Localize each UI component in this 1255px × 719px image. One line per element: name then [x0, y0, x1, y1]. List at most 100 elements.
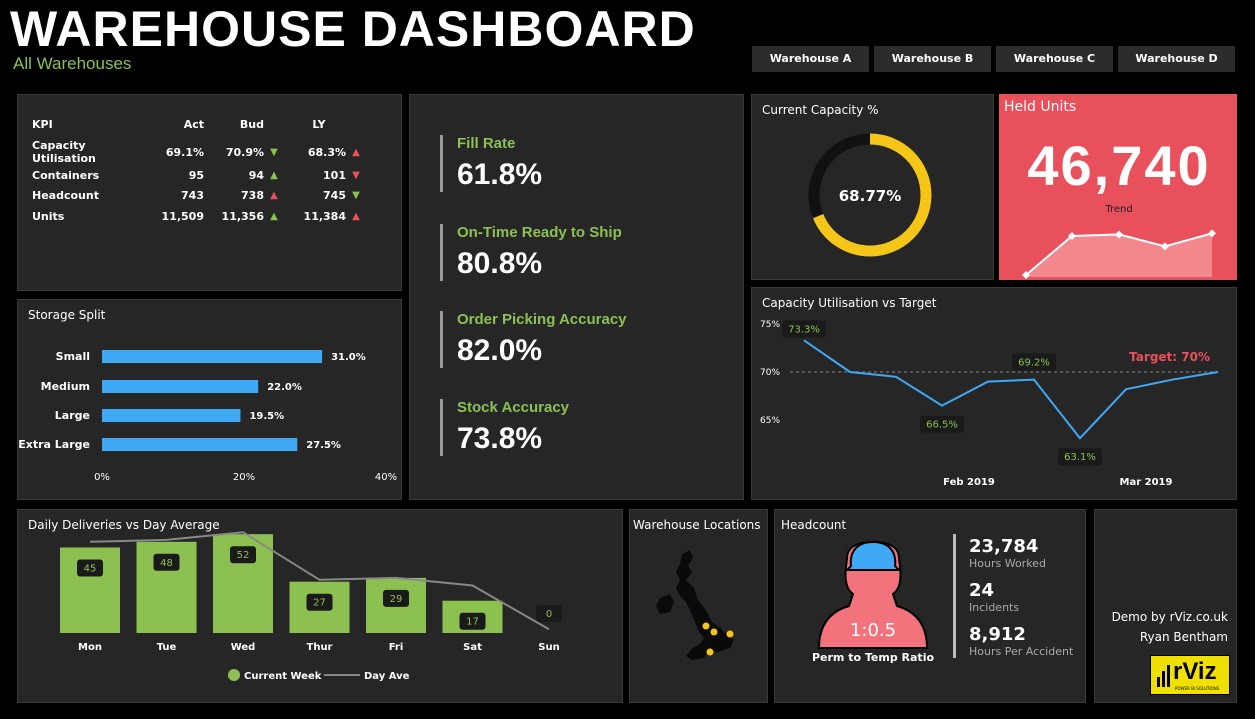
triangle-up-icon: ▲ — [352, 210, 360, 222]
location-dot[interactable] — [710, 628, 718, 636]
triangle-down-icon: ▼ — [352, 190, 360, 202]
bar-label-box — [459, 612, 486, 630]
trend-point — [1022, 271, 1030, 279]
bar-value-label: 27 — [313, 598, 326, 609]
tab-warehouse-d[interactable]: Warehouse D — [1118, 46, 1235, 72]
kpi-row: Headcount 743 738 ▲ 745 ▼ — [32, 186, 366, 207]
y-tick-label: 70% — [760, 368, 780, 378]
bar-value-label: 52 — [237, 550, 250, 561]
capacity-panel: Current Capacity % 68.77% — [751, 94, 994, 280]
kpi-ly: 745 — [323, 189, 346, 203]
page-title: WAREHOUSE DASHBOARD — [10, 1, 696, 57]
bar-value-label: 45 — [84, 564, 97, 575]
kpi-row: Units 11,509 11,356 ▲ 11,384 ▲ — [32, 206, 366, 227]
utilisation-line — [803, 339, 1219, 440]
tab-warehouse-a[interactable]: Warehouse A — [752, 46, 869, 72]
held-trend-chart — [1022, 229, 1216, 279]
kpi-ly: 11,384 — [303, 209, 346, 223]
triangle-down-icon: ▼ — [352, 169, 360, 181]
x-tick-label: Mar 2019 — [1120, 477, 1173, 488]
deliveries-panel: Daily Deliveries vs Day Average 45 Mon 48 T… — [17, 509, 623, 703]
held-units-value: 46,740 — [1027, 134, 1211, 197]
metric-value: 80.8% — [457, 247, 543, 280]
storage-panel: Storage Split Small 31.0% Medium 22.0% Large… — [17, 299, 402, 500]
data-label: 63.1% — [1064, 452, 1096, 463]
ratio-value: 1:0.5 — [850, 620, 896, 641]
storage-category-label: Large — [55, 409, 90, 422]
metric-value: 61.8% — [457, 158, 543, 191]
location-dot[interactable] — [702, 622, 710, 630]
metric-value: 73.8% — [457, 422, 543, 455]
trend-area — [1026, 233, 1212, 277]
storage-value-label: 27.5% — [306, 440, 341, 451]
bar-label-box — [383, 589, 409, 607]
kpi-act: 95 — [188, 168, 204, 182]
trend-point — [1161, 242, 1169, 251]
tab-warehouse-b[interactable]: Warehouse B — [874, 46, 991, 72]
y-tick-label: 65% — [760, 416, 780, 426]
stat-label: Incidents — [969, 601, 1020, 614]
storage-bar[interactable] — [102, 350, 323, 363]
metrics-panel: Fill Rate 61.8% On-Time Ready to Ship 80… — [409, 94, 744, 500]
trend-label: Trend — [1105, 204, 1133, 215]
utilisation-title: Capacity Utilisation vs Target — [762, 296, 937, 310]
storage-bar[interactable] — [102, 380, 259, 393]
triangle-up-icon: ▲ — [270, 190, 278, 202]
kpi-row: Capacity Utilisation 69.1% 70.9% ▼ 68.3% ▲ — [32, 139, 366, 165]
deliveries-title: Daily Deliveries vs Day Average — [28, 518, 220, 532]
bar-chart-icon — [1157, 665, 1170, 687]
kpi-act: 69.1% — [165, 145, 204, 159]
capacity-title: Current Capacity % — [762, 103, 879, 117]
kpi-bud: 94 — [248, 168, 264, 182]
metric-label: Order Picking Accuracy — [457, 311, 627, 328]
kpi-ly: 68.3% — [307, 145, 346, 159]
credit-line2: Ryan Bentham — [1139, 630, 1228, 644]
data-label-box — [782, 320, 826, 338]
x-tick-label: Feb 2019 — [943, 477, 995, 488]
metric-on-time: On-Time Ready to Ship 80.8% — [440, 224, 622, 281]
metric-label: Stock Accuracy — [457, 399, 570, 416]
metric-stock-accuracy: Stock Accuracy 73.8% — [440, 399, 569, 456]
storage-category-label: Medium — [41, 380, 90, 393]
bar-value-label: 29 — [390, 594, 403, 605]
ratio-label: Perm to Temp Ratio — [812, 651, 934, 664]
stat-value: 24 — [969, 580, 995, 601]
ly-header: LY — [312, 117, 326, 131]
kpi-name: Capacity Utilisation — [32, 139, 96, 165]
held-units-panel: Held Units 46,740 Trend — [999, 94, 1237, 280]
trend-point — [1068, 232, 1076, 240]
storage-title: Storage Split — [28, 308, 106, 322]
stat-value: 8,912 — [969, 624, 1026, 645]
rviz-logo[interactable]: rViz POWER BI SOLUTIONS — [1150, 655, 1230, 695]
utilisation-panel: Capacity Utilisation vs Target 75% 70% 65%… — [751, 287, 1237, 500]
credit-panel: Demo by rViz.co.uk Ryan Bentham rViz POW… — [1094, 509, 1237, 703]
location-dot[interactable] — [706, 648, 714, 656]
kpi-bud: 70.9% — [225, 145, 264, 159]
metric-label: On-Time Ready to Ship — [457, 224, 622, 241]
triangle-up-icon: ▲ — [270, 210, 278, 222]
uk-map[interactable] — [630, 510, 769, 704]
data-label: 73.3% — [788, 324, 820, 335]
logo-tag: POWER BI SOLUTIONS — [1175, 686, 1220, 691]
day-label: Fri — [389, 642, 404, 653]
stat-label: Hours Per Accident — [969, 645, 1074, 658]
storage-bar[interactable] — [102, 409, 241, 422]
location-dot[interactable] — [726, 630, 734, 638]
trend-point — [1208, 229, 1216, 238]
bar-label-box — [306, 593, 333, 611]
storage-bar[interactable] — [102, 438, 298, 451]
day-label: Thur — [307, 642, 333, 653]
great-britain-shape — [676, 550, 734, 660]
kpi-row: Containers 95 94 ▲ 101 ▼ — [32, 165, 366, 186]
kpi-table: KPI Act Bud LY Capacity Utilisation 69.1%… — [32, 109, 366, 227]
bar-value-label: 48 — [160, 558, 173, 569]
tab-warehouse-c[interactable]: Warehouse C — [996, 46, 1113, 72]
headcount-panel: Headcount 1:0.5 Perm to Temp Ratio 23,78… — [774, 509, 1086, 703]
day-label: Sat — [463, 642, 482, 653]
metric-value: 82.0% — [457, 334, 543, 367]
bud-header: Bud — [239, 117, 264, 131]
capacity-value: 68.77% — [839, 187, 901, 205]
kpi-name: Units — [32, 209, 65, 223]
capacity-gauge: 68.77% — [808, 133, 932, 257]
data-label-box — [1012, 353, 1056, 371]
